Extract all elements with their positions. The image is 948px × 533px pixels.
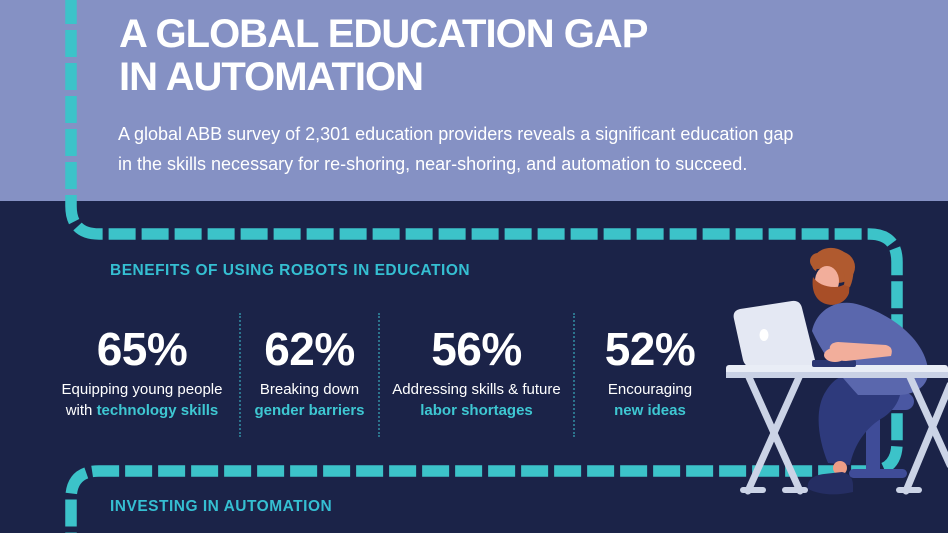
person-legs [807, 375, 902, 495]
stats-row: 65% Equipping young people with technolo… [45, 313, 727, 437]
page-title-line2: IN AUTOMATION [119, 55, 424, 99]
stat-label-plain: Encouraging [607, 381, 693, 398]
stat-label: Breaking down gender barriers [241, 379, 378, 421]
person-head [810, 247, 855, 305]
page-title-line1: A GLOBAL EDUCATION GAP [119, 12, 648, 56]
stat-percent: 52% [604, 323, 696, 375]
stat-label-plain: Breaking down [259, 381, 360, 398]
subtitle-line1: A global ABB survey of 2,301 education p… [118, 124, 794, 144]
header-banner: A GLOBAL EDUCATION GAP IN AUTOMATION A g… [0, 0, 948, 201]
stat-block-technology-skills: 65% Equipping young people with technolo… [45, 313, 241, 437]
desk-feet [740, 487, 922, 493]
stat-percent: 56% [431, 323, 522, 375]
benefits-section-heading: BENEFITS OF USING ROBOTS IN EDUCATION [110, 262, 471, 279]
stat-block-gender-barriers: 62% Breaking down gender barriers [241, 313, 380, 437]
page-title: A GLOBAL EDUCATION GAP IN AUTOMATION [119, 12, 648, 99]
desk-legs [744, 371, 948, 495]
stat-label: Encouraging new ideas [575, 379, 725, 421]
stat-label: Addressing skills & future labor shortag… [380, 379, 573, 421]
stat-label: Equipping young people with technology s… [45, 379, 239, 421]
stat-block-new-ideas: 52% Encouraging new ideas [575, 313, 725, 437]
desk-top [726, 365, 948, 378]
stat-label-prefix: with [65, 402, 97, 419]
stat-label-highlight: gender barriers [254, 402, 365, 419]
person-at-desk-illustration [726, 247, 948, 495]
stat-block-labor-shortages: 56% Addressing skills & future labor sho… [380, 313, 575, 437]
stat-label-plain: Equipping young people [61, 381, 223, 398]
laptop-icon [733, 300, 816, 367]
stat-label-highlight: labor shortages [420, 402, 533, 419]
stat-percent: 62% [264, 323, 355, 375]
stat-label-plain: Addressing skills & future [392, 381, 561, 398]
investing-section-heading: INVESTING IN AUTOMATION [110, 498, 333, 515]
person-arm [812, 342, 892, 367]
subtitle-line2: in the skills necessary for re-shoring, … [118, 154, 748, 174]
stat-percent: 65% [96, 323, 188, 375]
stat-label-highlight: new ideas [614, 402, 686, 419]
page-subtitle: A global ABB survey of 2,301 education p… [118, 119, 793, 179]
stat-label-highlight: technology skills [96, 402, 219, 419]
